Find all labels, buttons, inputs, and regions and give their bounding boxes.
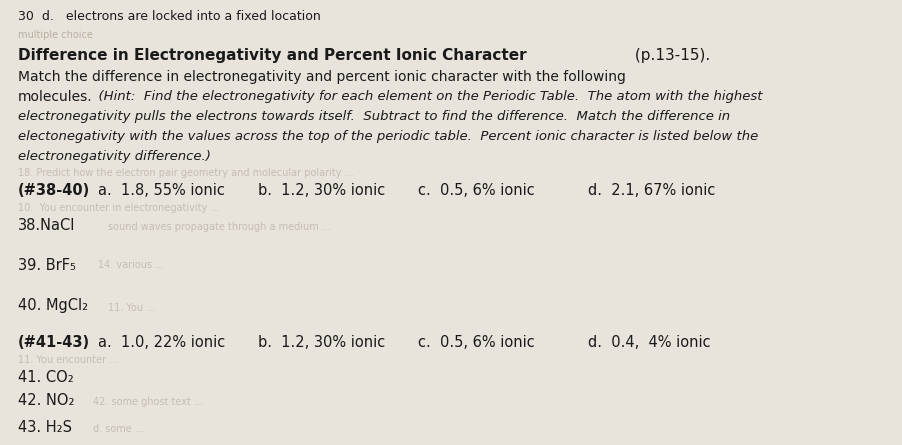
Text: 14. various ...: 14. various ... [98, 260, 164, 270]
Text: d. some ...: d. some ... [93, 424, 144, 434]
Text: multiple choice: multiple choice [18, 30, 93, 40]
Text: electonegativity with the values across the top of the periodic table.  Percent : electonegativity with the values across … [18, 130, 759, 143]
Text: d.  0.4,  4% ionic: d. 0.4, 4% ionic [588, 335, 711, 350]
Text: 42. NO₂: 42. NO₂ [18, 393, 75, 408]
Text: (p.13-15).: (p.13-15). [630, 48, 710, 63]
Text: 10.  You encounter in electronegativity ...: 10. You encounter in electronegativity .… [18, 203, 219, 213]
Text: (#41-43): (#41-43) [18, 335, 90, 350]
Text: sound waves propagate through a medium ...: sound waves propagate through a medium .… [108, 222, 331, 232]
Text: 42. some ghost text ...: 42. some ghost text ... [93, 397, 203, 407]
Text: a.  1.0, 22% ionic: a. 1.0, 22% ionic [98, 335, 226, 350]
Text: 11. You encounter ...: 11. You encounter ... [18, 355, 118, 365]
Text: 30  d.   electrons are locked into a fixed location: 30 d. electrons are locked into a fixed … [18, 10, 321, 23]
Text: electronegativity pulls the electrons towards itself.  Subtract to find the diff: electronegativity pulls the electrons to… [18, 110, 730, 123]
Text: 11. You ...: 11. You ... [108, 303, 155, 313]
Text: 38.NaCl: 38.NaCl [18, 218, 76, 233]
Text: b.  1.2, 30% ionic: b. 1.2, 30% ionic [258, 183, 385, 198]
Text: electronegativity difference.): electronegativity difference.) [18, 150, 211, 163]
Text: molecules.: molecules. [18, 90, 93, 104]
Text: b.  1.2, 30% ionic: b. 1.2, 30% ionic [258, 335, 385, 350]
Text: d.  2.1, 67% ionic: d. 2.1, 67% ionic [588, 183, 715, 198]
Text: 40. MgCl₂: 40. MgCl₂ [18, 298, 88, 313]
Text: (Hint:  Find the electronegativity for each element on the Periodic Table.  The : (Hint: Find the electronegativity for ea… [90, 90, 762, 103]
Text: 18. Predict how the electron pair geometry and molecular polarity ...: 18. Predict how the electron pair geomet… [18, 168, 354, 178]
Text: 39. BrF₅: 39. BrF₅ [18, 258, 76, 273]
Text: c.  0.5, 6% ionic: c. 0.5, 6% ionic [418, 183, 535, 198]
Text: (#38-40): (#38-40) [18, 183, 90, 198]
Text: a.  1.8, 55% ionic: a. 1.8, 55% ionic [98, 183, 225, 198]
Text: Difference in Electronegativity and Percent Ionic Character: Difference in Electronegativity and Perc… [18, 48, 527, 63]
Text: 43. H₂S: 43. H₂S [18, 420, 72, 435]
Text: 41. CO₂: 41. CO₂ [18, 370, 74, 385]
Text: Match the difference in electronegativity and percent ionic character with the f: Match the difference in electronegativit… [18, 70, 626, 84]
Text: c.  0.5, 6% ionic: c. 0.5, 6% ionic [418, 335, 535, 350]
